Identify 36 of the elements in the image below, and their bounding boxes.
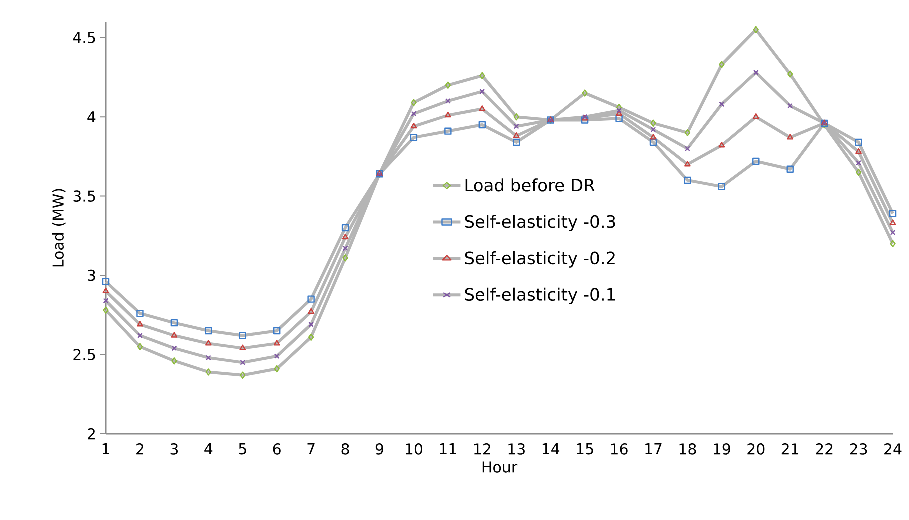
x-tick-label: 1 bbox=[102, 444, 110, 454]
legend-label: Self-elasticity -0.3 bbox=[465, 215, 616, 232]
x-tick-label: 21 bbox=[782, 444, 799, 455]
x-tick-label: 8 bbox=[342, 444, 350, 455]
x-tick-label: 17 bbox=[646, 444, 662, 454]
y-tick-label: 2.5 bbox=[74, 349, 96, 360]
y-tick-label: 4.5 bbox=[73, 32, 96, 44]
x-tick-label: 5 bbox=[239, 444, 246, 455]
x-tick-label: 6 bbox=[273, 444, 281, 455]
x-tick-label: 24 bbox=[884, 444, 902, 455]
legend-label: Load before DR bbox=[466, 178, 595, 192]
x-tick-label: 9 bbox=[376, 444, 384, 455]
x-tick-label: 16 bbox=[611, 444, 628, 455]
x-tick-label: 13 bbox=[508, 444, 525, 455]
x-tick-label: 20 bbox=[748, 444, 765, 455]
y-tick-label: 3.5 bbox=[74, 190, 96, 202]
x-tick-label: 22 bbox=[816, 444, 833, 455]
x-tick-label: 12 bbox=[474, 444, 490, 455]
x-tick-label: 2 bbox=[136, 444, 144, 455]
y-axis-title: Load (MW) bbox=[52, 189, 66, 267]
x-tick-label: 23 bbox=[850, 444, 868, 455]
x-tick-label: 19 bbox=[714, 444, 730, 455]
legend-label: Self-elasticity -0.2 bbox=[465, 251, 615, 268]
x-tick-label: 7 bbox=[308, 444, 315, 454]
x-tick-label: 3 bbox=[170, 444, 178, 455]
y-tick-label: 4 bbox=[88, 112, 96, 123]
x-tick-label: 14 bbox=[542, 444, 560, 454]
x-tick-label: 11 bbox=[440, 444, 456, 454]
x-tick-label: 10 bbox=[406, 444, 423, 455]
y-tick-label: 2 bbox=[88, 428, 95, 440]
x-axis-title: Hour bbox=[482, 462, 518, 473]
x-tick-label: 4 bbox=[204, 444, 213, 454]
x-tick-label: 18 bbox=[680, 444, 696, 455]
legend-label: Self-elasticity -0.1 bbox=[465, 288, 616, 304]
x-tick-label: 15 bbox=[577, 444, 594, 455]
y-tick-label: 3 bbox=[88, 270, 96, 282]
